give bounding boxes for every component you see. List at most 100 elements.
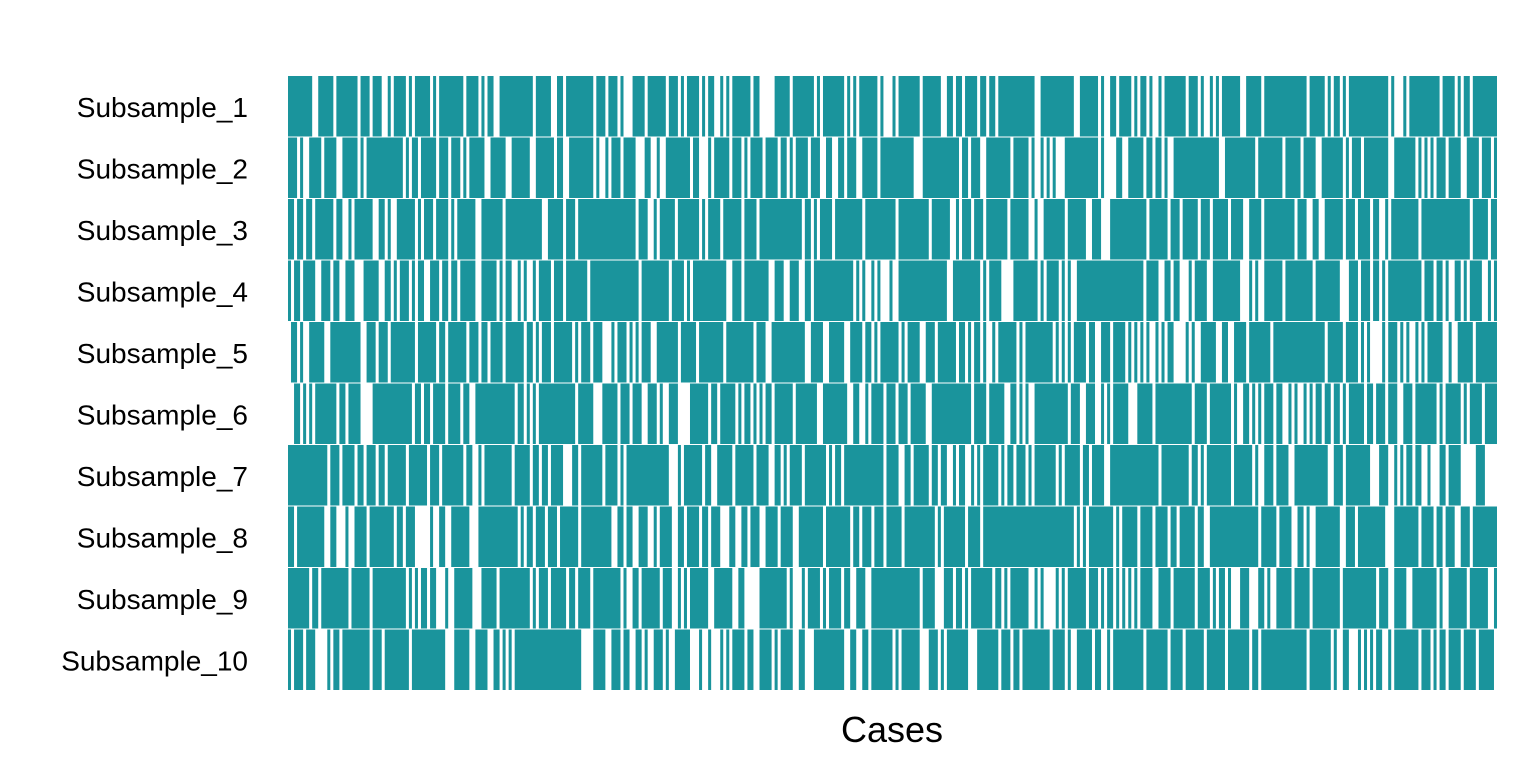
included-case-run xyxy=(1137,383,1153,444)
included-case-run xyxy=(1122,568,1126,629)
included-case-run xyxy=(1388,260,1422,321)
included-case-run xyxy=(366,322,376,383)
included-case-run xyxy=(345,506,349,567)
included-case-run xyxy=(708,76,715,137)
included-case-run xyxy=(1073,322,1086,383)
included-case-run xyxy=(880,137,914,198)
included-case-run xyxy=(871,629,893,690)
included-case-run xyxy=(1445,383,1461,444)
included-case-run xyxy=(1345,137,1349,198)
included-case-run xyxy=(1240,568,1250,629)
included-case-run xyxy=(481,322,488,383)
included-case-run xyxy=(693,137,700,198)
included-case-run xyxy=(541,445,548,506)
included-case-run xyxy=(1285,137,1301,198)
included-case-run xyxy=(300,322,304,383)
included-case-run xyxy=(1161,445,1189,506)
included-case-run xyxy=(1373,260,1380,321)
included-case-run xyxy=(1155,383,1192,444)
included-case-run xyxy=(732,76,751,137)
included-case-run xyxy=(517,260,521,321)
included-case-run xyxy=(1324,383,1331,444)
included-case-run xyxy=(1255,260,1259,321)
included-case-run xyxy=(1101,137,1105,198)
included-case-run xyxy=(1052,137,1056,198)
included-case-run xyxy=(1243,383,1250,444)
included-case-run xyxy=(505,260,512,321)
included-case-run xyxy=(315,383,337,444)
included-case-run xyxy=(795,137,808,198)
included-case-run xyxy=(566,76,594,137)
included-case-run xyxy=(550,445,564,506)
included-case-run xyxy=(288,199,295,260)
included-case-run xyxy=(1200,76,1204,137)
included-case-run xyxy=(448,322,467,383)
included-case-run xyxy=(826,506,851,567)
included-case-run xyxy=(959,322,966,383)
row-labels: Subsample_1 Subsample_2 Subsample_3 Subsamp… xyxy=(61,92,248,677)
included-case-run xyxy=(677,568,681,629)
included-case-run xyxy=(481,76,485,137)
included-case-run xyxy=(1261,629,1307,690)
included-case-run xyxy=(481,568,497,629)
included-case-run xyxy=(813,199,817,260)
included-case-run xyxy=(1457,322,1473,383)
included-case-run xyxy=(708,629,712,690)
included-case-run xyxy=(602,383,618,444)
included-case-run xyxy=(1034,199,1038,260)
included-case-run xyxy=(420,137,437,198)
included-case-run xyxy=(433,383,446,444)
included-case-run xyxy=(481,260,497,321)
included-case-run xyxy=(1234,445,1253,506)
included-case-run xyxy=(789,445,802,506)
included-case-run xyxy=(411,260,415,321)
included-case-run xyxy=(469,322,479,383)
included-case-run xyxy=(1067,322,1071,383)
included-case-run xyxy=(974,322,981,383)
included-case-run xyxy=(420,568,428,629)
included-case-run xyxy=(853,506,860,567)
included-case-run xyxy=(907,322,920,383)
included-case-run xyxy=(393,76,406,137)
included-case-run xyxy=(780,629,793,690)
included-case-run xyxy=(300,137,304,198)
included-case-run xyxy=(372,383,412,444)
included-case-run xyxy=(541,322,551,383)
included-case-run xyxy=(859,76,878,137)
included-case-run xyxy=(853,76,857,137)
included-case-run xyxy=(1448,322,1452,383)
included-case-run xyxy=(1345,322,1358,383)
included-case-run xyxy=(309,383,313,444)
included-case-run xyxy=(1418,137,1422,198)
heatmap-row-5 xyxy=(291,322,1497,383)
included-case-run xyxy=(538,260,551,321)
included-case-run xyxy=(804,260,811,321)
included-case-run xyxy=(1448,137,1461,198)
included-case-run xyxy=(1200,322,1216,383)
included-case-run xyxy=(699,322,724,383)
included-case-run xyxy=(844,445,884,506)
included-case-run xyxy=(871,260,875,321)
included-case-run xyxy=(1107,383,1111,444)
included-case-run xyxy=(653,629,663,690)
included-case-run xyxy=(1457,76,1461,137)
included-case-run xyxy=(1294,445,1328,506)
included-case-run xyxy=(711,383,718,444)
included-case-run xyxy=(1082,506,1086,567)
included-case-run xyxy=(647,383,657,444)
included-case-run xyxy=(644,137,651,198)
included-case-run xyxy=(620,383,630,444)
included-case-run xyxy=(454,629,470,690)
included-case-run xyxy=(989,76,996,137)
included-case-run xyxy=(1264,260,1283,321)
included-case-run xyxy=(1463,76,1470,137)
included-case-run xyxy=(632,76,645,137)
heatmap-row-1 xyxy=(288,76,1497,137)
included-case-run xyxy=(1493,260,1497,321)
included-case-run xyxy=(1234,383,1238,444)
included-case-run xyxy=(439,137,449,198)
included-case-run xyxy=(862,506,872,567)
included-case-run xyxy=(1019,383,1023,444)
included-case-run xyxy=(774,260,784,321)
